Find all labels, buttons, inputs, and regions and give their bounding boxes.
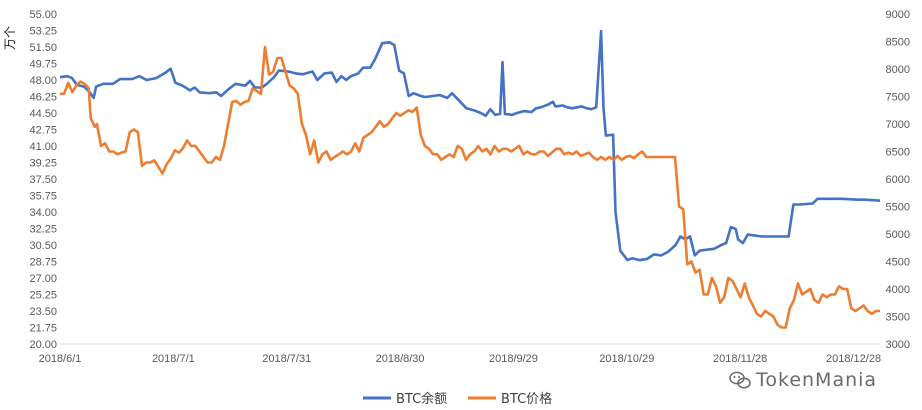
right-axis-tick: 6500 [886, 147, 910, 159]
right-axis-tick: 4500 [886, 257, 910, 269]
right-axis-tick: 6000 [886, 174, 910, 186]
left-axis-tick: 55.00 [29, 9, 57, 21]
x-axis-tick: 2018/10/29 [599, 353, 654, 365]
left-axis-tick: 32.25 [29, 224, 57, 236]
right-axis-tick: 8000 [886, 64, 910, 76]
left-axis-tick: 51.50 [29, 42, 57, 54]
legend-label: BTC价格 [501, 391, 552, 407]
x-axis-tick: 2018/11/28 [713, 353, 767, 365]
x-axis-tick-labels: 2018/6/1 2018/7/1 2018/7/31 2018/8/30 2018/9… [39, 353, 881, 365]
left-axis-tick: 25.25 [29, 290, 57, 302]
right-axis-tick-labels: 9000 8500 8000 7500 7000 6500 6000 5500 5000 4500… [886, 9, 910, 351]
left-axis-tick: 34.00 [29, 207, 57, 219]
left-axis-tick: 27.00 [29, 273, 57, 285]
watermark-text: TokenMania [755, 369, 877, 391]
left-axis-unit: 万个 [3, 26, 17, 50]
left-axis-tick: 49.75 [29, 59, 57, 71]
left-axis-tick: 21.75 [29, 323, 57, 335]
x-axis-tick: 2018/6/1 [39, 353, 82, 365]
x-axis-tick: 2018/7/31 [262, 353, 311, 365]
left-axis-tick: 53.25 [29, 26, 57, 38]
right-axis-tick: 9000 [886, 9, 910, 21]
right-axis-tick: 5000 [886, 229, 910, 241]
left-axis-tick: 41.00 [29, 141, 57, 153]
x-axis-tick: 2018/8/30 [376, 353, 425, 365]
right-axis-tick: 7500 [886, 92, 910, 104]
left-axis-tick: 20.00 [29, 339, 57, 351]
left-axis-tick: 37.50 [29, 174, 57, 186]
right-axis-tick: 7000 [886, 119, 910, 131]
left-axis-tick: 28.75 [29, 257, 57, 269]
right-axis-tick: 3500 [886, 312, 910, 324]
left-axis-tick-labels: 55.00 53.25 51.50 49.75 48.00 46.25 44.50 42.75… [29, 9, 57, 351]
left-axis-tick: 46.25 [29, 92, 57, 104]
left-axis-tick: 23.50 [29, 306, 57, 318]
x-axis-tick: 2018/12/28 [826, 353, 881, 365]
left-axis-tick: 44.50 [29, 108, 57, 120]
legend: BTC余额 BTC价格 [363, 391, 552, 407]
series-line-btc-balance [59, 29, 881, 262]
left-axis-tick: 30.50 [29, 240, 57, 252]
x-axis-tick: 2018/9/29 [489, 353, 538, 365]
right-axis-tick: 3000 [886, 339, 910, 351]
series-line-btc-price [60, 45, 880, 329]
watermark: TokenMania [729, 369, 877, 391]
right-axis-tick: 5500 [886, 202, 910, 214]
series-lines [59, 29, 881, 329]
right-axis-tick: 4000 [886, 284, 910, 296]
left-axis-tick: 48.00 [29, 75, 57, 87]
left-axis-tick: 39.25 [29, 158, 57, 170]
wechat-icon [729, 371, 751, 389]
left-axis-tick: 42.75 [29, 125, 57, 137]
legend-label: BTC余额 [396, 391, 447, 407]
x-axis-tick: 2018/7/1 [152, 353, 195, 365]
left-axis-tick: 35.75 [29, 191, 57, 203]
right-axis-tick: 8500 [886, 37, 910, 49]
